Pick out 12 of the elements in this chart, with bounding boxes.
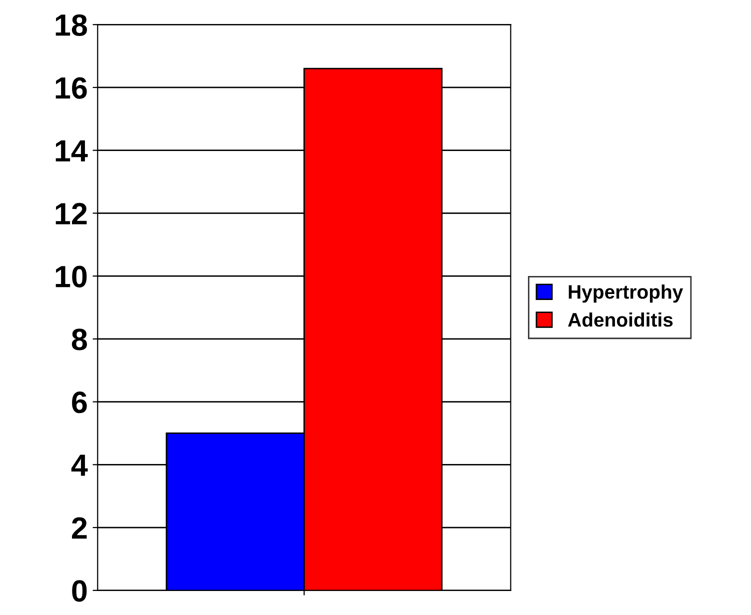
y-tick-label: 8 (72, 328, 87, 350)
y-tick-label: 18 (56, 14, 87, 36)
y-tick-label: 2 (72, 517, 87, 539)
y-tick-label: 14 (56, 140, 88, 162)
legend-label: Hypertrophy (568, 284, 684, 303)
legend-label: Adenoiditis (568, 312, 673, 327)
y-tick-label: 16 (56, 77, 87, 99)
y-tick-label: 10 (56, 266, 87, 288)
y-tick-label: 6 (72, 392, 87, 414)
y-tick-label: 4 (71, 454, 88, 476)
y-tick-label: 12 (56, 202, 87, 224)
y-tick-label: 0 (72, 580, 87, 602)
